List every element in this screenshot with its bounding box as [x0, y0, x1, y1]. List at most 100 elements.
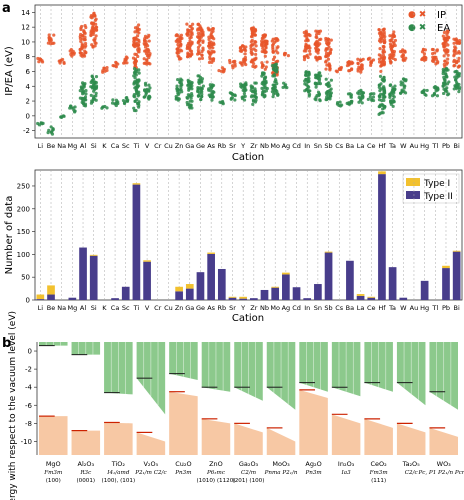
ip-point: [452, 41, 456, 45]
ea-point: [242, 91, 247, 96]
ea-point: [132, 67, 137, 71]
ip-point: [133, 30, 137, 34]
ea-point: [94, 94, 98, 98]
ip-point: [137, 40, 141, 44]
x-axis-label: Cation: [232, 313, 264, 324]
ip-point: [211, 46, 215, 50]
ea-point: [402, 84, 406, 88]
bar-type2: [399, 297, 408, 300]
x-tick-label: Be: [47, 304, 55, 312]
ip-point: [329, 48, 333, 52]
bar-type2: [292, 287, 301, 300]
ip-point: [265, 60, 269, 64]
ea-point: [281, 85, 285, 90]
ip-point: [48, 39, 52, 43]
material-name: ZnO: [209, 460, 223, 468]
ip-point: [83, 35, 87, 39]
ip-point: [442, 44, 446, 49]
ea-point: [276, 93, 280, 97]
ea-point: [263, 93, 267, 98]
ip-point: [249, 40, 253, 44]
x-tick-label: W: [400, 142, 407, 150]
x-tick-label: Ba: [346, 304, 354, 312]
ea-point: [401, 81, 405, 85]
ip-point: [379, 31, 383, 35]
ip-point: [422, 52, 427, 56]
ip-point: [143, 45, 148, 49]
ip-point: [446, 30, 450, 35]
x-tick-label: Tl: [431, 304, 438, 312]
ip-point: [143, 49, 147, 53]
ea-point: [318, 71, 322, 75]
ea-point: [136, 101, 141, 106]
y-axis-label: Number of data: [4, 196, 15, 275]
ip-point: [382, 62, 386, 66]
material-facet: (201) (100): [233, 478, 265, 484]
material-phase: Pn3m: [174, 470, 191, 476]
valence-band: [266, 427, 296, 455]
x-tick-label: Hg: [420, 304, 429, 312]
bar-type2: [89, 255, 98, 300]
y-tick-label: 0: [28, 348, 32, 356]
y-tick-label: 2: [26, 98, 30, 106]
ip-point: [349, 68, 354, 72]
bar-type2: [47, 294, 55, 300]
ip-point: [190, 40, 194, 44]
ip-point: [392, 34, 397, 38]
ea-point: [189, 81, 193, 86]
ip-point: [200, 53, 204, 57]
ea-point: [94, 91, 98, 95]
ip-point: [142, 61, 146, 65]
ip-point: [82, 30, 86, 34]
ea-point: [446, 93, 450, 97]
valence-band: [71, 430, 101, 455]
ip-point: [196, 22, 201, 26]
valence-band: [169, 391, 198, 455]
x-tick-label: Ti: [133, 304, 140, 312]
ea-point: [424, 93, 428, 97]
ip-point: [305, 43, 309, 48]
bar-type1: [89, 254, 98, 256]
x-tick-label: Ba: [346, 142, 354, 150]
ea-point: [242, 98, 247, 102]
ea-point: [133, 86, 137, 90]
ea-point: [210, 98, 214, 102]
ip-point: [250, 59, 254, 63]
x-tick-label: Rb: [217, 304, 226, 312]
ip-point: [254, 44, 258, 48]
x-tick-label: Mo: [270, 304, 280, 312]
number-of-data-bar-chart: Number of data Cation Type I Type II Li B…: [4, 169, 463, 324]
ip-point: [357, 65, 361, 69]
ea-point: [254, 96, 258, 100]
ip-point: [327, 51, 331, 55]
x-tick-label: La: [357, 142, 365, 150]
ea-point: [329, 78, 333, 82]
ip-point: [90, 25, 95, 30]
ip-point: [446, 57, 450, 61]
bar-type2: [388, 267, 397, 300]
x-tick-label: Li: [38, 142, 44, 150]
material-facet: (111): [371, 478, 386, 484]
x-tick-label: As: [207, 142, 215, 150]
ea-point: [388, 92, 392, 96]
ea-point: [273, 78, 278, 82]
ip-point: [197, 39, 201, 43]
ea-point: [455, 71, 460, 76]
ip-point: [335, 70, 339, 74]
ea-point: [137, 71, 141, 75]
y-tick-label: 0: [26, 297, 30, 305]
ip-point: [198, 43, 202, 47]
bar-type2: [185, 288, 194, 300]
ea-point: [199, 89, 203, 93]
ip-point: [249, 46, 253, 51]
ip-point: [93, 18, 97, 22]
ip-point: [366, 57, 371, 61]
ip-point: [243, 55, 247, 60]
ea-point: [371, 98, 376, 103]
ip-point: [381, 50, 385, 54]
ip-point: [347, 69, 351, 73]
bar-type1: [324, 251, 333, 253]
ip-point: [69, 52, 73, 56]
ea-point: [400, 88, 404, 92]
ea-point: [175, 84, 179, 88]
